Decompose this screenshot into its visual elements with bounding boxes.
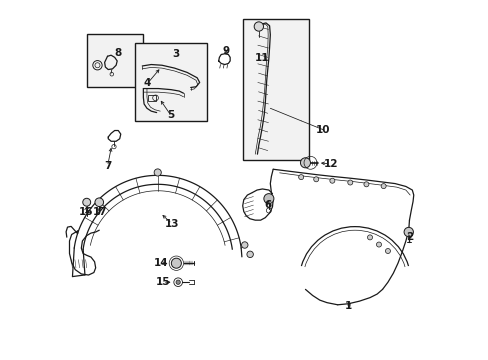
Circle shape xyxy=(367,235,372,240)
Bar xyxy=(147,95,155,101)
Text: 4: 4 xyxy=(143,78,151,88)
Text: 11: 11 xyxy=(254,53,268,63)
Circle shape xyxy=(95,198,103,207)
Circle shape xyxy=(380,184,386,189)
Text: 16: 16 xyxy=(79,207,93,217)
Text: 2: 2 xyxy=(405,232,412,242)
Circle shape xyxy=(347,180,352,185)
Text: 15: 15 xyxy=(155,277,170,287)
Text: 6: 6 xyxy=(264,200,271,210)
Bar xyxy=(135,42,206,121)
Circle shape xyxy=(363,182,368,187)
Bar xyxy=(86,34,143,87)
Text: 12: 12 xyxy=(323,159,337,169)
Circle shape xyxy=(241,242,247,248)
Text: 17: 17 xyxy=(93,207,107,217)
Circle shape xyxy=(176,280,180,284)
Text: 8: 8 xyxy=(114,48,122,58)
Circle shape xyxy=(313,177,318,182)
Bar xyxy=(242,19,308,160)
Text: 13: 13 xyxy=(164,219,179,229)
Circle shape xyxy=(300,158,310,168)
Circle shape xyxy=(254,22,263,31)
Circle shape xyxy=(329,178,334,183)
Circle shape xyxy=(264,194,273,204)
Circle shape xyxy=(154,169,161,176)
Text: 5: 5 xyxy=(167,111,174,121)
Text: 10: 10 xyxy=(316,125,330,135)
Text: 9: 9 xyxy=(222,46,229,56)
Circle shape xyxy=(246,251,253,257)
Circle shape xyxy=(171,258,181,268)
Text: 3: 3 xyxy=(172,49,180,59)
Text: 14: 14 xyxy=(154,258,168,268)
Circle shape xyxy=(385,248,389,253)
Circle shape xyxy=(376,242,381,247)
Circle shape xyxy=(403,227,412,237)
Text: 1: 1 xyxy=(344,301,351,311)
Text: 7: 7 xyxy=(103,161,111,171)
Circle shape xyxy=(82,198,90,206)
Circle shape xyxy=(298,175,303,180)
